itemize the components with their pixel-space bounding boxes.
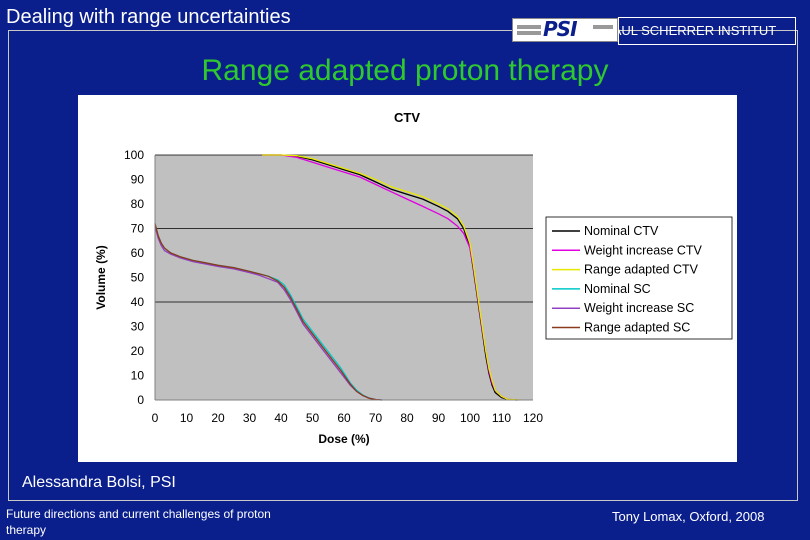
legend-entry: Nominal CTV: [584, 224, 659, 238]
legend-entry: Nominal SC: [584, 282, 651, 296]
plot-area: [155, 155, 533, 400]
x-tick-label: 120: [523, 411, 543, 425]
legend-entry: Weight increase SC: [584, 301, 694, 315]
x-tick-label: 10: [180, 411, 194, 425]
y-axis-label: Volume (%): [94, 245, 108, 309]
slide-title: Range adapted proton therapy: [201, 54, 609, 87]
frame-right-line: [797, 30, 798, 500]
footer-right: Tony Lomax, Oxford, 2008: [612, 509, 765, 524]
frame-left-line: [8, 30, 9, 500]
x-tick-label: 100: [460, 411, 480, 425]
institute-name-box: PAUL SCHERRER INSTITUT: [618, 17, 796, 45]
logo-bar: [517, 25, 541, 29]
chart-panel: CTV 0 10 20 30 40 50 60 70 80 90 100 110 120 0 10 20 30 4…: [78, 95, 737, 462]
psi-logo: PSI: [512, 17, 618, 42]
x-axis-label: Dose (%): [318, 432, 369, 446]
x-tick-label: 80: [400, 411, 414, 425]
legend-entry: Range adapted SC: [584, 321, 690, 335]
y-tick-label: 20: [131, 344, 145, 358]
dvh-chart: CTV 0 10 20 30 40 50 60 70 80 90 100 110 120 0 10 20 30 4…: [94, 110, 733, 446]
chart-title: CTV: [394, 110, 420, 125]
y-tick-label: 100: [124, 148, 144, 162]
chart-legend: Nominal CTV Weight increase CTV Range adap…: [545, 216, 733, 340]
series-line-range-adapted-ctv: [262, 154, 521, 401]
section-title: Dealing with range uncertainties: [6, 6, 291, 28]
logo-bar: [593, 25, 613, 29]
y-tick-label: 50: [131, 271, 145, 285]
y-tick-label: 90: [131, 173, 145, 187]
footer-left: Future directions and current challenges…: [6, 507, 271, 537]
y-tick-label: 70: [131, 222, 145, 236]
legend-box: [545, 216, 733, 340]
x-tick-label: 30: [243, 411, 257, 425]
logo-text: PSI: [543, 17, 578, 41]
x-tick-label: 0: [152, 411, 159, 425]
frame-bottom-line: [8, 500, 798, 501]
x-tick-label: 110: [492, 411, 511, 425]
x-tick-label: 60: [337, 411, 351, 425]
y-tick-label: 60: [131, 246, 145, 260]
x-tick-label: 20: [211, 411, 225, 425]
logo-bar: [517, 31, 541, 35]
y-tick-label: 40: [131, 295, 145, 309]
institute-name: PAUL SCHERRER INSTITUT: [618, 23, 777, 38]
y-tick-label: 30: [131, 320, 145, 334]
y-tick-label: 0: [137, 393, 144, 407]
y-tick-label: 80: [131, 197, 145, 211]
x-tick-label: 40: [274, 411, 288, 425]
legend-entry: Range adapted CTV: [584, 263, 699, 277]
x-tick-label: 90: [432, 411, 446, 425]
series-line-range-adapted-sc: [154, 223, 382, 401]
x-tick-label: 70: [369, 411, 383, 425]
author-credit: Alessandra Bolsi, PSI: [22, 474, 176, 491]
x-tick-label: 50: [306, 411, 320, 425]
frame-top-line: [8, 30, 798, 31]
y-tick-label: 10: [131, 369, 145, 383]
legend-entry: Weight increase CTV: [584, 243, 703, 257]
